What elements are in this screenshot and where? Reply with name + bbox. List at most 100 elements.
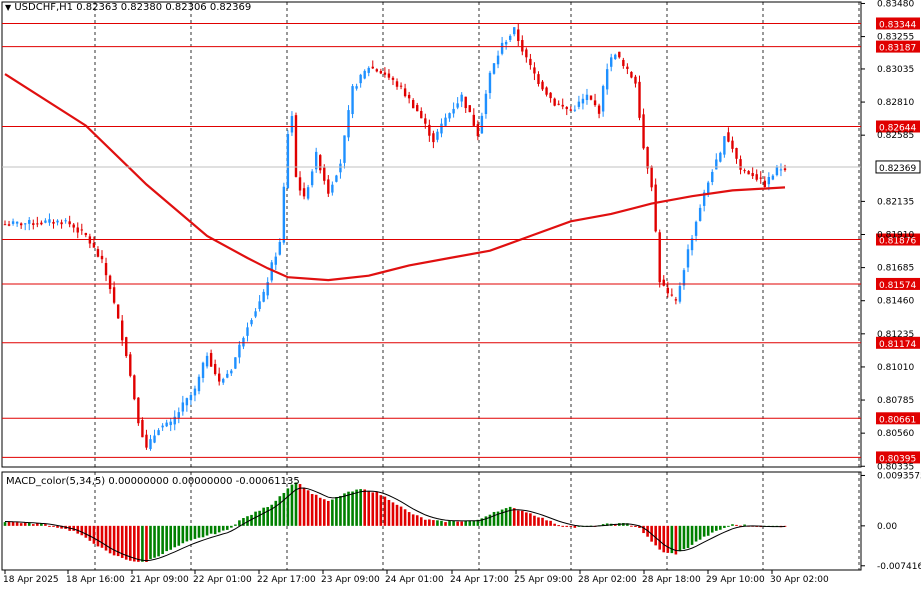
macd-bar — [92, 525, 96, 544]
macd-bar — [662, 525, 666, 553]
candle-body — [424, 118, 427, 124]
macd-bar — [355, 489, 358, 526]
candle-body — [662, 279, 665, 286]
macd-bar — [100, 525, 104, 548]
candle-body — [763, 180, 766, 188]
candle-body — [387, 73, 391, 78]
candle-body — [238, 344, 241, 358]
macd-bar — [258, 510, 261, 526]
candle-body — [654, 184, 657, 232]
macd-bar — [428, 519, 431, 526]
candle-body — [504, 41, 508, 45]
macd-bar — [658, 525, 662, 550]
macd-bar — [516, 510, 520, 526]
ohlc-close: 0.82369 — [209, 2, 252, 13]
candle-body — [213, 363, 217, 375]
candle-body — [40, 222, 43, 225]
candle-body — [403, 88, 407, 97]
candle-body — [618, 51, 621, 58]
macd-values: 0.00000000 0.00000000 -0.00061135 — [108, 476, 300, 487]
macd-bar — [145, 525, 148, 562]
candle-body — [622, 59, 625, 66]
macd-bar — [492, 511, 496, 526]
candle-body — [48, 219, 51, 223]
candle-body — [108, 275, 112, 290]
candle-body — [145, 434, 148, 448]
macd-bar — [407, 512, 411, 526]
candle-body — [56, 220, 59, 223]
macd-bar — [476, 519, 480, 526]
macd-bar — [88, 525, 92, 541]
macd-bar — [743, 524, 746, 526]
candle-body — [371, 66, 374, 69]
candle-body — [783, 168, 787, 171]
macd-bar — [496, 511, 500, 526]
candle-body — [638, 81, 641, 118]
macd-bar — [314, 494, 318, 526]
candle-body — [674, 299, 678, 301]
macd-bar — [367, 491, 371, 526]
candle-body — [153, 435, 156, 443]
macd-bar — [19, 523, 23, 526]
candle-body — [181, 402, 185, 412]
candle-body — [468, 105, 471, 113]
macd-bar — [674, 525, 678, 555]
level-label-bg — [876, 233, 920, 246]
macd-bar — [15, 522, 19, 526]
candle-body — [601, 86, 605, 112]
macd-bar — [521, 510, 524, 526]
level-label-bg — [876, 40, 920, 53]
candle-body — [557, 103, 560, 105]
candle-body — [553, 98, 556, 106]
candle-body — [24, 223, 27, 225]
candle-body — [84, 232, 88, 236]
candle-body — [28, 219, 31, 224]
candle-body — [250, 320, 253, 325]
candle-body — [436, 131, 439, 140]
time-label: 18 Apr 16:00 — [66, 575, 125, 585]
macd-bar — [472, 520, 476, 526]
candle-body — [472, 114, 476, 126]
candle-body — [517, 29, 520, 41]
macd-bar — [169, 525, 172, 550]
macd-bar — [254, 511, 257, 526]
macd-bar — [468, 520, 472, 526]
macd-bar — [630, 525, 633, 527]
macd-bar — [209, 525, 213, 534]
candle-body — [694, 221, 698, 236]
candle-body — [399, 85, 403, 87]
macd-bar — [719, 525, 722, 530]
macd-bar — [72, 525, 76, 531]
macd-bar — [731, 524, 734, 526]
candle-body — [197, 376, 201, 392]
macd-bar — [573, 525, 577, 528]
candle-body — [36, 223, 39, 225]
candle-body — [496, 55, 500, 65]
macd-bar — [56, 525, 59, 528]
macd-bar — [525, 512, 528, 526]
candle-body — [222, 378, 225, 383]
candle-body — [440, 123, 443, 134]
current-price-bg — [875, 160, 921, 174]
macd-bar — [262, 507, 265, 526]
level-label: 0.81876 — [879, 237, 916, 247]
macd-bar — [108, 525, 112, 554]
candle-body — [605, 69, 609, 90]
macd-bar — [217, 525, 221, 533]
price-tick-label: 0.80785 — [877, 396, 914, 406]
time-label: 30 Apr 02:00 — [770, 575, 829, 585]
candle-body — [217, 373, 221, 382]
macd-bar — [153, 525, 156, 558]
macd-bar — [96, 525, 100, 547]
candle-body — [711, 171, 714, 183]
time-label: 22 Apr 17:00 — [257, 575, 316, 585]
ohlc-open: 0.82363 — [76, 2, 118, 13]
macd-bar — [290, 484, 294, 526]
candle-body — [731, 140, 734, 149]
candle-body — [634, 76, 637, 84]
candle-body — [452, 108, 455, 114]
symbol-dropdown-icon[interactable]: ▼ — [5, 3, 12, 12]
candle-body — [254, 311, 257, 317]
